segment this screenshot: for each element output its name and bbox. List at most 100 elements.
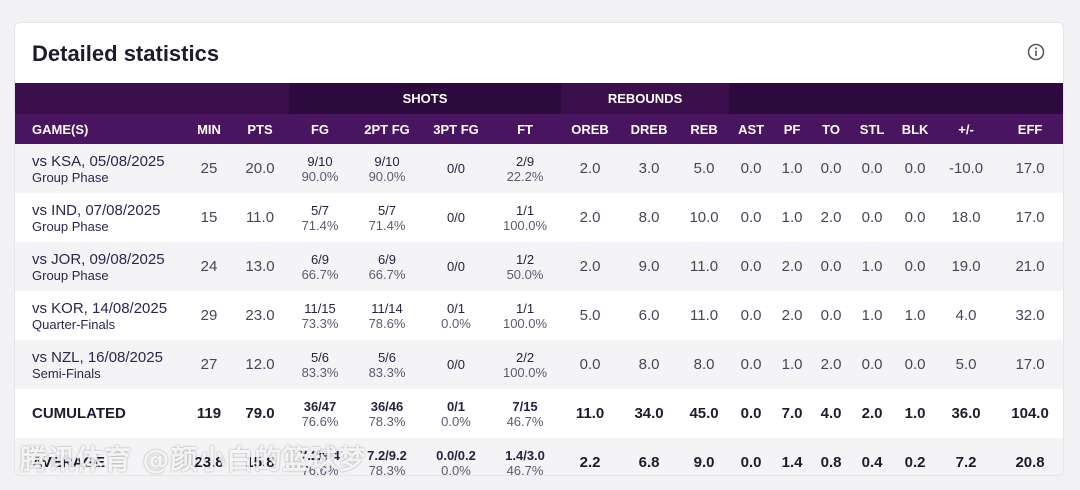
blk-cell: 0.2: [904, 454, 926, 471]
shot-made-attempted: 1.4/3.0: [505, 447, 545, 463]
summary-label: AVERAGE: [32, 454, 106, 471]
column-header-to[interactable]: TO: [811, 114, 852, 144]
eff-cell: 20.8: [1015, 454, 1045, 471]
table-row: vs KSA, 05/08/2025 Group Phase 25 20.0 9/10 9…: [15, 144, 1063, 193]
shot-cell: 7.2/9.4 76.6%: [289, 438, 351, 476]
shot-cell: 36/46 78.3%: [351, 389, 423, 438]
column-header-2pt-fg[interactable]: 2PT FG: [351, 114, 423, 144]
table-row: vs KOR, 14/08/2025 Quarter-Finals 29 23.0 11…: [15, 291, 1063, 340]
column-header-oreb[interactable]: OREB: [561, 114, 620, 144]
column-header-dreb[interactable]: DREB: [619, 114, 680, 144]
pf-cell: 1.0: [781, 356, 803, 373]
pf-cell: 1.0: [781, 160, 803, 177]
shot-percentage: 90.0%: [368, 168, 406, 184]
pf-cell: 2.0: [781, 307, 803, 324]
oreb-cell: 2.2: [579, 454, 601, 471]
game-opponent-date[interactable]: vs IND, 07/08/2025: [32, 201, 161, 219]
column-header-eff[interactable]: EFF: [995, 114, 1063, 144]
stl-cell: 1.0: [861, 258, 883, 275]
shot-made-attempted: 7/15: [512, 398, 538, 414]
shot-made-attempted: 36/47: [303, 398, 337, 414]
pts-cell: 79.0: [245, 405, 275, 422]
reb-cell: 45.0: [689, 405, 719, 422]
game-cell: vs JOR, 09/08/2025 Group Phase: [15, 242, 187, 291]
column-header-plus-minus[interactable]: +/-: [937, 114, 996, 144]
shot-percentage: 0.0%: [441, 315, 471, 331]
ast-cell: 0.0: [740, 160, 762, 177]
oreb-cell: 2.0: [579, 160, 601, 177]
column-header-games[interactable]: GAME(S): [15, 114, 187, 144]
column-header-stl[interactable]: STL: [851, 114, 894, 144]
pf-cell: 1.4: [781, 454, 803, 471]
shot-cell: 11/15 73.3%: [289, 291, 351, 340]
column-header-pts[interactable]: PTS: [231, 114, 289, 144]
card-title: Detailed statistics: [32, 41, 220, 66]
game-opponent-date[interactable]: vs KSA, 05/08/2025: [32, 152, 165, 170]
column-header-3pt-fg[interactable]: 3PT FG: [423, 114, 489, 144]
column-header-reb[interactable]: REB: [679, 114, 730, 144]
stats-table: SHOTS REBOUNDS GAME(S) MIN PTS FG 2PT FG 3PT …: [15, 83, 1063, 476]
shot-percentage: 76.6%: [301, 462, 339, 476]
game-opponent-date[interactable]: vs JOR, 09/08/2025: [32, 250, 165, 268]
shot-made-attempted: 6/9: [377, 251, 397, 267]
shot-made-attempted: 0/0: [446, 259, 466, 274]
shot-made-attempted: 1/2: [515, 251, 535, 267]
shot-cell: 2/9 22.2%: [489, 144, 561, 193]
ast-cell: 0.0: [740, 307, 762, 324]
shot-cell: 9/10 90.0%: [289, 144, 351, 193]
summary-row: CUMULATED 119 79.0 36/47 76.6% 36/46 78.3% 0/1 0…: [15, 389, 1063, 438]
pf-cell: 7.0: [781, 405, 803, 422]
column-header-fg[interactable]: FG: [289, 114, 351, 144]
shot-made-attempted: 5/6: [310, 349, 330, 365]
shot-cell: 0/0: [423, 340, 489, 389]
table-row: vs NZL, 16/08/2025 Semi-Finals 27 12.0 5/6 83…: [15, 340, 1063, 389]
pts-cell: 13.0: [245, 258, 275, 275]
reb-cell: 10.0: [689, 209, 719, 226]
column-header-blk[interactable]: BLK: [893, 114, 938, 144]
shot-cell: 6/9 66.7%: [351, 242, 423, 291]
blk-cell: 0.0: [904, 258, 926, 275]
game-phase: Quarter-Finals: [32, 316, 116, 332]
info-icon[interactable]: [1027, 43, 1045, 61]
shot-cell: 0/1 0.0%: [423, 389, 489, 438]
game-phase: Group Phase: [32, 169, 109, 185]
column-header-pf[interactable]: PF: [773, 114, 812, 144]
column-header-min[interactable]: MIN: [187, 114, 231, 144]
shot-cell: 7/15 46.7%: [489, 389, 561, 438]
column-header-ast[interactable]: AST: [729, 114, 774, 144]
column-header-ft[interactable]: FT: [489, 114, 562, 144]
oreb-cell: 5.0: [579, 307, 601, 324]
shot-percentage: 71.4%: [301, 217, 339, 233]
shot-percentage: 100.0%: [502, 364, 548, 380]
to-cell: 0.0: [820, 307, 842, 324]
pm-cell: 4.0: [955, 307, 977, 324]
dreb-cell: 6.0: [638, 307, 660, 324]
shot-cell: 5/7 71.4%: [289, 193, 351, 242]
min-cell: 25: [200, 160, 218, 177]
game-opponent-date[interactable]: vs KOR, 14/08/2025: [32, 299, 168, 317]
stl-cell: 2.0: [861, 405, 883, 422]
game-phase: Semi-Finals: [32, 365, 101, 381]
group-header-rebounds: REBOUNDS: [561, 83, 730, 114]
shot-percentage: 78.3%: [368, 413, 406, 429]
stl-cell: 0.0: [861, 356, 883, 373]
game-cell: vs KOR, 14/08/2025 Quarter-Finals: [15, 291, 187, 340]
to-cell: 0.0: [820, 160, 842, 177]
ast-cell: 0.0: [740, 454, 762, 471]
eff-cell: 17.0: [1015, 209, 1045, 226]
game-opponent-date[interactable]: vs NZL, 16/08/2025: [32, 348, 163, 366]
group-header-blank-right: [729, 83, 1063, 114]
eff-cell: 104.0: [1011, 405, 1049, 422]
pm-cell: 36.0: [951, 405, 981, 422]
shot-made-attempted: 5/6: [377, 349, 397, 365]
shot-cell: 36/47 76.6%: [289, 389, 351, 438]
to-cell: 2.0: [820, 209, 842, 226]
shot-percentage: 0.0%: [441, 413, 471, 429]
table-row: vs IND, 07/08/2025 Group Phase 15 11.0 5/7 71…: [15, 193, 1063, 242]
min-cell: 24: [200, 258, 218, 275]
game-cell: vs IND, 07/08/2025 Group Phase: [15, 193, 187, 242]
card-header: Detailed statistics: [15, 23, 1063, 83]
shot-cell: 0/0: [423, 144, 489, 193]
to-cell: 0.8: [820, 454, 842, 471]
column-header-row: GAME(S) MIN PTS FG 2PT FG 3PT FG FT OREB DREB REB…: [15, 114, 1063, 144]
